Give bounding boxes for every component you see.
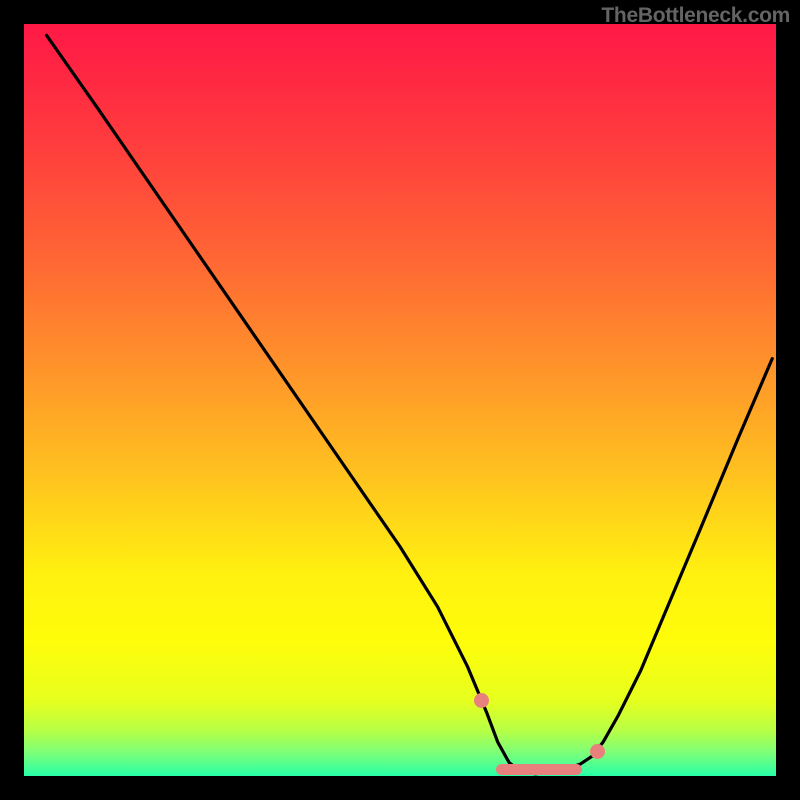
bottleneck-curve-svg xyxy=(0,0,800,800)
highlight-pill xyxy=(496,764,582,775)
bottleneck-curve-path xyxy=(47,35,773,773)
highlight-dot-right xyxy=(590,744,605,759)
highlight-dot-left xyxy=(474,693,489,708)
